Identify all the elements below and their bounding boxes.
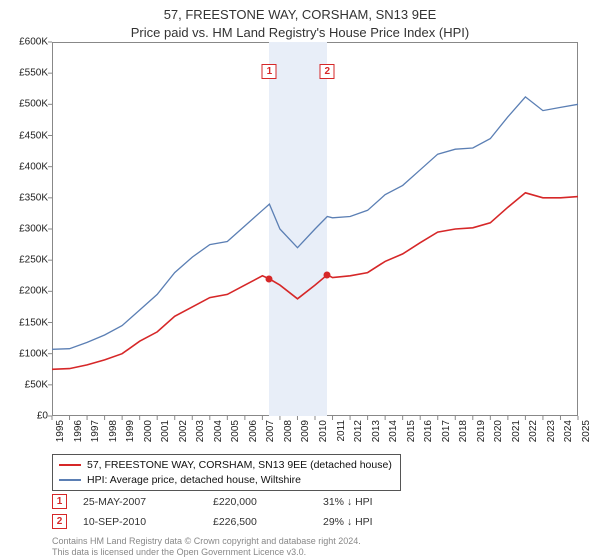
sale-dot: [266, 275, 273, 282]
x-tick-label: 2013: [371, 420, 382, 442]
y-tick-label: £400K: [0, 161, 48, 172]
copyright-line: This data is licensed under the Open Gov…: [52, 547, 578, 558]
y-tick-label: £500K: [0, 99, 48, 110]
sale-marker-icon: 2: [52, 514, 67, 529]
x-tick-label: 2023: [546, 420, 557, 442]
y-tick-label: £0: [0, 411, 48, 422]
sale-date: 25-MAY-2007: [83, 496, 213, 508]
legend-swatch: [59, 479, 81, 481]
x-tick-label: 2012: [353, 420, 364, 442]
sale-vs-hpi: 29% ↓ HPI: [323, 516, 373, 528]
y-tick-label: £50K: [0, 379, 48, 390]
page-subtitle: Price paid vs. HM Land Registry's House …: [0, 24, 600, 42]
x-tick-label: 2009: [300, 420, 311, 442]
y-tick-label: £550K: [0, 68, 48, 79]
x-tick-label: 2025: [581, 420, 592, 442]
x-tick-label: 2016: [423, 420, 434, 442]
sale-price: £220,000: [213, 496, 323, 508]
x-tick-label: 2022: [528, 420, 539, 442]
x-tick-label: 1995: [55, 420, 66, 442]
x-tick-label: 2007: [265, 420, 276, 442]
sale-dot: [324, 271, 331, 278]
x-tick-label: 1996: [73, 420, 84, 442]
x-tick-label: 2008: [283, 420, 294, 442]
legend-item: 57, FREESTONE WAY, CORSHAM, SN13 9EE (de…: [59, 458, 392, 473]
x-tick-label: 2006: [248, 420, 259, 442]
x-tick-label: 2014: [388, 420, 399, 442]
price-chart: £0£50K£100K£150K£200K£250K£300K£350K£400…: [52, 42, 578, 416]
x-tick-label: 2003: [195, 420, 206, 442]
legend-label: 57, FREESTONE WAY, CORSHAM, SN13 9EE (de…: [87, 458, 392, 473]
x-tick-label: 1999: [125, 420, 136, 442]
legend-item: HPI: Average price, detached house, Wilt…: [59, 473, 392, 488]
x-tick-label: 2015: [406, 420, 417, 442]
chart-lines: [52, 42, 578, 416]
x-tick-label: 2004: [213, 420, 224, 442]
y-tick-label: £100K: [0, 348, 48, 359]
sale-marker-label: 2: [320, 64, 335, 79]
x-tick-label: 2024: [563, 420, 574, 442]
x-tick-label: 2001: [160, 420, 171, 442]
copyright: Contains HM Land Registry data © Crown c…: [52, 536, 578, 559]
x-tick-label: 2000: [143, 420, 154, 442]
series-line: [52, 193, 578, 369]
sale-date: 10-SEP-2010: [83, 516, 213, 528]
y-tick-label: £450K: [0, 130, 48, 141]
legend: 57, FREESTONE WAY, CORSHAM, SN13 9EE (de…: [52, 454, 401, 491]
legend-label: HPI: Average price, detached house, Wilt…: [87, 473, 301, 488]
sale-vs-hpi: 31% ↓ HPI: [323, 496, 373, 508]
y-tick-label: £350K: [0, 192, 48, 203]
y-tick-label: £150K: [0, 317, 48, 328]
x-tick-label: 2018: [458, 420, 469, 442]
y-tick-label: £300K: [0, 224, 48, 235]
x-tick-label: 2019: [476, 420, 487, 442]
x-tick-label: 2017: [441, 420, 452, 442]
page-title: 57, FREESTONE WAY, CORSHAM, SN13 9EE: [0, 6, 600, 24]
series-line: [52, 97, 578, 349]
x-tick-label: 2005: [230, 420, 241, 442]
x-tick-label: 2011: [336, 420, 347, 442]
x-tick-label: 1998: [108, 420, 119, 442]
legend-swatch: [59, 464, 81, 466]
sale-marker-icon: 1: [52, 494, 67, 509]
x-tick-label: 1997: [90, 420, 101, 442]
x-tick-label: 2020: [493, 420, 504, 442]
x-tick-label: 2021: [511, 420, 522, 442]
y-tick-label: £250K: [0, 255, 48, 266]
copyright-line: Contains HM Land Registry data © Crown c…: [52, 536, 578, 547]
y-tick-label: £200K: [0, 286, 48, 297]
sale-marker-label: 1: [262, 64, 277, 79]
x-tick-label: 2010: [318, 420, 329, 442]
sale-price: £226,500: [213, 516, 323, 528]
y-tick-label: £600K: [0, 37, 48, 48]
sale-row: 1 25-MAY-2007 £220,000 31% ↓ HPI: [52, 494, 373, 509]
sale-row: 2 10-SEP-2010 £226,500 29% ↓ HPI: [52, 514, 373, 529]
x-tick-label: 2002: [178, 420, 189, 442]
